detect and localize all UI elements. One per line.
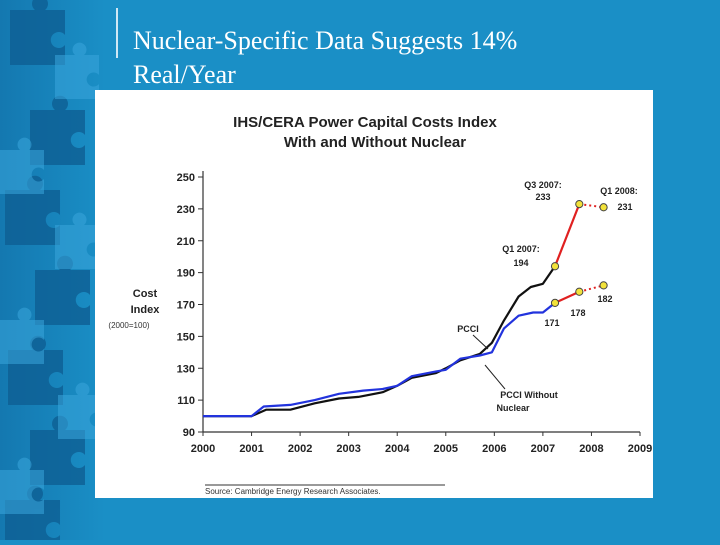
puzzle-piece-decoration bbox=[0, 0, 105, 540]
pcci-leader-line bbox=[472, 334, 489, 350]
slide-title-line1: Nuclear-Specific Data Suggests 14% bbox=[133, 26, 518, 55]
pcci-without-nuclear-leader-line bbox=[484, 364, 506, 390]
data-markers bbox=[550, 199, 608, 308]
extension-dotted-line bbox=[579, 284, 604, 293]
y-axis-label-line1: Cost bbox=[133, 288, 158, 300]
extension-line bbox=[554, 290, 580, 304]
y-tick-label: 150 bbox=[177, 331, 195, 343]
y-tick-label: 250 bbox=[177, 172, 195, 184]
data-marker bbox=[550, 262, 560, 271]
extension-line bbox=[553, 203, 581, 267]
data-marker bbox=[575, 199, 584, 209]
annotation-q3-2007-line2: 233 bbox=[535, 192, 550, 202]
x-tick-label: 2004 bbox=[385, 443, 410, 455]
x-tick-label: 2005 bbox=[434, 443, 458, 455]
annotation-178: 178 bbox=[570, 308, 585, 318]
slide-title-line2: Real/Year bbox=[133, 60, 236, 89]
annotation-171: 171 bbox=[544, 318, 559, 328]
y-tick-label: 210 bbox=[177, 236, 195, 248]
y-tick-label: 190 bbox=[177, 268, 195, 280]
y-tick-label: 170 bbox=[177, 300, 195, 312]
source-note: Source: Cambridge Energy Research Associ… bbox=[205, 487, 381, 496]
y-tick-label: 130 bbox=[177, 363, 195, 375]
x-tick-label: 2007 bbox=[531, 443, 555, 455]
annotation-q1-2007-line1: Q1 2007: bbox=[502, 244, 540, 254]
annotation-182: 182 bbox=[597, 294, 612, 304]
x-tick-label: 2008 bbox=[579, 443, 603, 455]
annotation-pcci-without-nuclear-line1: PCCI Without bbox=[500, 390, 557, 400]
line-chart: IHS/CERA Power Capital Costs Index With … bbox=[108, 114, 652, 496]
title-rule bbox=[116, 8, 118, 58]
slide-title: Nuclear-Specific Data Suggests 14% Real/… bbox=[133, 24, 693, 92]
axes: 90 110 130 150 170 190 210 230 250 2000 2001 2002 20… bbox=[177, 171, 652, 455]
y-tick-label: 90 bbox=[183, 427, 195, 439]
data-marker bbox=[550, 298, 560, 308]
puzzle-icons bbox=[0, 0, 102, 540]
x-tick-label: 2006 bbox=[482, 443, 506, 455]
chart-panel: IHS/CERA Power Capital Costs Index With … bbox=[95, 90, 653, 498]
series-line bbox=[203, 265, 556, 418]
x-tick-label: 2009 bbox=[628, 443, 652, 455]
y-axis-label-line2: Index bbox=[131, 304, 161, 316]
x-tick-label: 2003 bbox=[336, 443, 360, 455]
annotation-q1-2007-line2: 194 bbox=[513, 258, 528, 268]
series-line bbox=[203, 302, 556, 418]
annotation-pcci: PCCI bbox=[457, 324, 479, 334]
x-tick-label: 2000 bbox=[191, 443, 215, 455]
annotation-q3-2007-line1: Q3 2007: bbox=[524, 180, 562, 190]
y-tick-label: 110 bbox=[177, 395, 195, 407]
chart-title: IHS/CERA Power Capital Costs Index bbox=[233, 114, 497, 131]
chart-subtitle: With and Without Nuclear bbox=[284, 134, 466, 151]
data-marker bbox=[599, 281, 608, 290]
annotation-q1-2008-line1: Q1 2008: bbox=[600, 186, 638, 196]
x-tick-label: 2001 bbox=[239, 443, 263, 455]
data-marker bbox=[575, 287, 584, 296]
series-lines bbox=[203, 203, 604, 418]
y-tick-label: 230 bbox=[177, 204, 195, 216]
y-axis-note: (2000=100) bbox=[108, 321, 149, 330]
data-marker bbox=[599, 203, 608, 212]
annotation-q1-2008-line2: 231 bbox=[617, 202, 632, 212]
annotation-pcci-without-nuclear-line2: Nuclear bbox=[496, 403, 530, 413]
x-tick-label: 2002 bbox=[288, 443, 312, 455]
